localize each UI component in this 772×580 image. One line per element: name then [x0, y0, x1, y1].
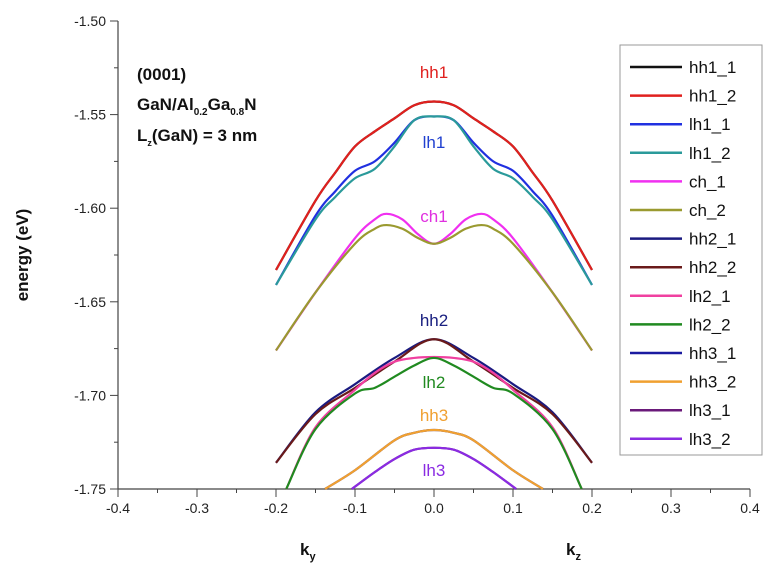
- band-label-lh2: lh2: [423, 373, 446, 392]
- x-tick-label: 0.0: [424, 500, 444, 516]
- legend-label-lh3-2: lh3_2: [689, 430, 731, 449]
- series-lh1-2: [275, 115, 593, 286]
- series-hh3-2: [324, 428, 544, 490]
- axes: -0.4 -0.3 -0.2 -0.1 0.0 0.1 0.2 0.3 0.4 -1.50 -1.5…: [74, 13, 760, 516]
- band-label-lh3: lh3: [423, 461, 446, 480]
- y-tick-label: -1.75: [74, 481, 106, 497]
- y-tick-label: -1.70: [74, 387, 106, 403]
- y-tick-label: -1.50: [74, 13, 106, 29]
- annotation-line3: Lz(GaN) = 3 nm: [137, 126, 257, 148]
- band-label-hh3: hh3: [420, 406, 448, 425]
- annotation-line1: (0001): [137, 65, 186, 84]
- x-axis-label-ky: ky: [300, 540, 316, 563]
- legend-label-lh3-1: lh3_1: [689, 401, 731, 420]
- band-label-lh1: lh1: [423, 133, 446, 152]
- legend-box: [619, 44, 763, 456]
- curves: [275, 100, 593, 490]
- legend-label-hh2-2: hh2_2: [689, 258, 736, 277]
- kz-subscript: z: [575, 551, 581, 563]
- annotation-line2: GaN/Al0.2Ga0.8N: [137, 95, 256, 118]
- band-label-ch1: ch1: [420, 207, 447, 226]
- band-labels: hh1 lh1 ch1 hh2 lh2 hh3 lh3: [420, 63, 448, 480]
- x-tick-label: -0.2: [264, 500, 288, 516]
- legend-label-lh2-1: lh2_1: [689, 287, 731, 306]
- legend-label-hh1-1: hh1_1: [689, 58, 736, 77]
- legend-label-ch-1: ch_1: [689, 172, 726, 191]
- legend-label-lh1-2: lh1_2: [689, 144, 731, 163]
- y-tick-label: -1.60: [74, 200, 106, 216]
- legend-label-lh2-2: lh2_2: [689, 315, 731, 334]
- annotation: (0001) GaN/Al0.2Ga0.8N Lz(GaN) = 3 nm: [137, 65, 257, 148]
- y-tick-label: -1.55: [74, 107, 106, 123]
- band-label-hh1: hh1: [420, 63, 448, 82]
- svg-text:kz: kz: [566, 540, 581, 563]
- y-tick-label: -1.65: [74, 294, 106, 310]
- legend-label-hh2-1: hh2_1: [689, 230, 736, 249]
- x-tick-label: -0.4: [106, 500, 130, 516]
- series-hh3-1: [324, 428, 544, 490]
- series-hh2-2: [275, 338, 593, 464]
- x-tick-label: 0.4: [740, 500, 760, 516]
- legend-label-hh1-2: hh1_2: [689, 87, 736, 106]
- legend-label-hh3-1: hh3_1: [689, 344, 736, 363]
- legend: hh1_1 hh1_2 lh1_1 lh1_2 ch_1 ch_2 hh2_1 hh2_2lh…: [619, 44, 763, 456]
- series-lh2-2: [285, 356, 583, 490]
- x-tick-label: 0.2: [582, 500, 602, 516]
- y-axis-label: energy (eV): [13, 209, 32, 302]
- legend-label-lh1-1: lh1_1: [689, 115, 731, 134]
- series-lh3-2: [351, 446, 517, 490]
- series-ch-2: [275, 223, 593, 352]
- svg-text:ky: ky: [300, 540, 316, 563]
- legend-label-ch-2: ch_2: [689, 201, 726, 220]
- x-tick-label: -0.1: [343, 500, 367, 516]
- ky-subscript: y: [309, 551, 316, 563]
- series-hh1-2: [275, 100, 593, 271]
- legend-label-hh3-2: hh3_2: [689, 373, 736, 392]
- x-tick-label: 0.3: [661, 500, 681, 516]
- x-tick-label: 0.1: [503, 500, 523, 516]
- x-axis-label-kz: kz: [566, 540, 581, 563]
- band-label-hh2: hh2: [420, 311, 448, 330]
- x-tick-label: -0.3: [185, 500, 209, 516]
